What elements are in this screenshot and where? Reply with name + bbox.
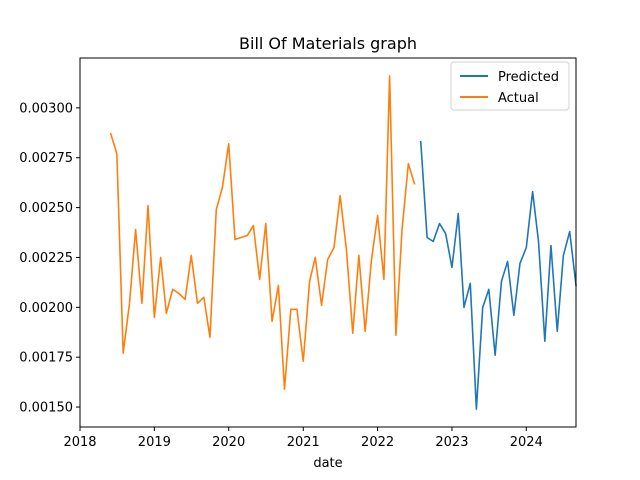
- chart-title: Bill Of Materials graph: [239, 34, 417, 53]
- y-tick-label: 0.00200: [19, 301, 73, 316]
- y-tick-label: 0.00175: [19, 351, 73, 366]
- series-line-predicted: [419, 140, 577, 410]
- x-tick-label: 2019: [138, 435, 171, 450]
- x-tick-label: 2020: [212, 435, 245, 450]
- x-tick-label: 2021: [287, 435, 320, 450]
- legend-label-predicted: Predicted: [498, 70, 559, 85]
- y-tick-label: 0.00150: [19, 401, 73, 416]
- x-tick-label: 2023: [435, 435, 468, 450]
- plot-area: 2018 2019 2020 2021 2022 2023 2024 0.00150 0.001…: [19, 57, 577, 450]
- y-tick-label: 0.00225: [19, 251, 73, 266]
- legend: Predicted Actual: [450, 61, 570, 111]
- x-tick-label: 2018: [63, 435, 96, 450]
- x-tick-label: 2024: [510, 435, 543, 450]
- y-tick-label: 0.00300: [19, 101, 73, 116]
- y-tick-label: 0.00275: [19, 151, 73, 166]
- legend-label-actual: Actual: [498, 91, 539, 106]
- x-tick-label: 2022: [361, 435, 394, 450]
- x-axis-label: date: [313, 456, 342, 471]
- y-tick-label: 0.00250: [19, 201, 73, 216]
- axes-frame: [79, 57, 577, 428]
- series-line-actual: [109, 75, 416, 390]
